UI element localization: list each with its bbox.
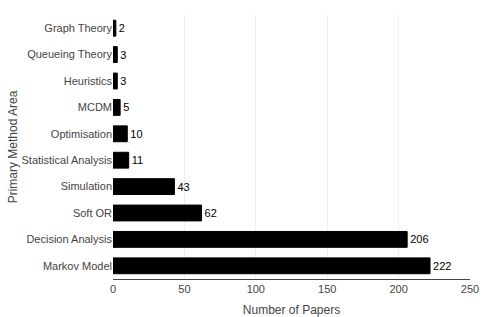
svg-text:Heuristics: Heuristics [64,75,113,87]
svg-text:3: 3 [120,49,126,61]
svg-text:100: 100 [247,283,265,295]
svg-text:Simulation: Simulation [61,180,112,192]
svg-text:Number of Papers: Number of Papers [243,303,340,317]
svg-text:62: 62 [205,207,217,219]
svg-text:200: 200 [389,283,407,295]
svg-text:Markov Model: Markov Model [43,260,112,272]
svg-text:150: 150 [318,283,336,295]
svg-text:43: 43 [177,181,189,193]
svg-text:50: 50 [178,283,190,295]
svg-text:Queueing Theory: Queueing Theory [27,48,112,60]
svg-text:Soft OR: Soft OR [73,207,112,219]
svg-text:Optimisation: Optimisation [51,128,112,140]
svg-text:3: 3 [120,75,126,87]
svg-text:0: 0 [110,283,116,295]
svg-text:206: 206 [410,233,428,245]
svg-text:10: 10 [130,128,142,140]
svg-text:11: 11 [132,154,143,166]
svg-text:MCDM: MCDM [78,101,112,113]
svg-text:Decision Analysis: Decision Analysis [26,233,112,245]
svg-text:Graph Theory: Graph Theory [44,22,112,34]
svg-text:222: 222 [433,260,451,272]
svg-text:Statistical Analysis: Statistical Analysis [22,154,113,166]
svg-text:Primary Method Area: Primary Method Area [6,90,20,203]
svg-text:5: 5 [123,101,129,113]
svg-text:2: 2 [119,22,125,34]
svg-text:250: 250 [461,283,479,295]
